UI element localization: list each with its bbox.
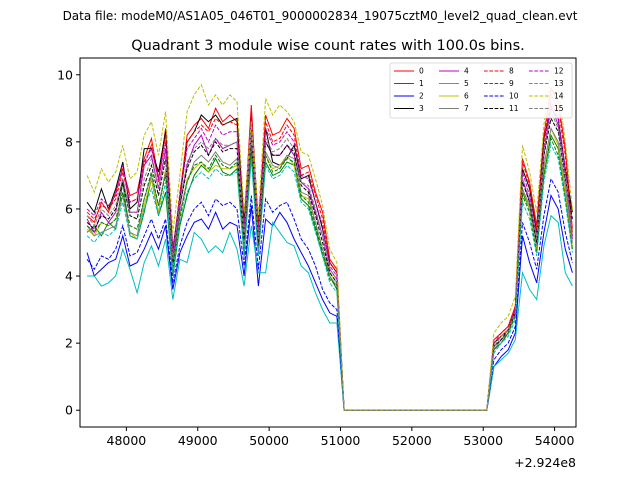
- chart-suptitle: Data file: modeM0/AS1A05_046T01_90000028…: [63, 9, 578, 23]
- x-tick-label: 52000: [392, 433, 432, 448]
- axis-layer: 48000 49000 50000 51000 52000 53000 54000 0 2 4 6 8…: [57, 67, 574, 448]
- legend-label-8: 8: [509, 67, 514, 76]
- y-tick-label: 10: [57, 67, 73, 82]
- legend-label-7: 7: [464, 104, 469, 113]
- chart-title: Quadrant 3 module wise count rates with …: [131, 38, 525, 54]
- plot-frame: [79, 57, 577, 428]
- series-line-15: [86, 109, 573, 411]
- x-tick-label: 54000: [535, 433, 575, 448]
- legend-label-4: 4: [464, 67, 469, 76]
- y-tick-label: 4: [65, 269, 73, 284]
- series-line-14: [86, 69, 573, 411]
- x-tick-label: 49000: [178, 433, 218, 448]
- legend-label-2: 2: [419, 92, 424, 101]
- plot-layer: [86, 69, 573, 411]
- legend-label-11: 11: [509, 104, 519, 113]
- legend-label-10: 10: [509, 92, 519, 101]
- legend-label-5: 5: [464, 79, 469, 88]
- y-tick-label: 0: [65, 403, 73, 418]
- series-line-8: [86, 93, 573, 411]
- y-tick-label: 2: [65, 336, 73, 351]
- x-tick-label: 48000: [107, 433, 147, 448]
- series-line-5: [87, 214, 573, 411]
- legend-label-13: 13: [554, 79, 564, 88]
- y-tick-label: 6: [65, 201, 73, 216]
- legend-label-1: 1: [419, 79, 424, 88]
- series-line-10: [86, 177, 573, 411]
- x-tick-label: 53000: [463, 433, 503, 448]
- legend-label-14: 14: [554, 92, 564, 101]
- x-offset-label: +2.924e8: [514, 455, 576, 470]
- x-tick-label: 50000: [249, 433, 289, 448]
- legend-label-0: 0: [419, 67, 424, 76]
- legend-label-12: 12: [554, 67, 564, 76]
- legend-frame: [389, 62, 573, 119]
- legend-label-6: 6: [464, 92, 469, 101]
- y-tick-label: 8: [65, 134, 73, 149]
- x-tick-label: 51000: [321, 433, 361, 448]
- legend-label-15: 15: [554, 104, 564, 113]
- legend-label-9: 9: [509, 79, 514, 88]
- legend-label-3: 3: [419, 104, 424, 113]
- series-line-13: [86, 143, 573, 411]
